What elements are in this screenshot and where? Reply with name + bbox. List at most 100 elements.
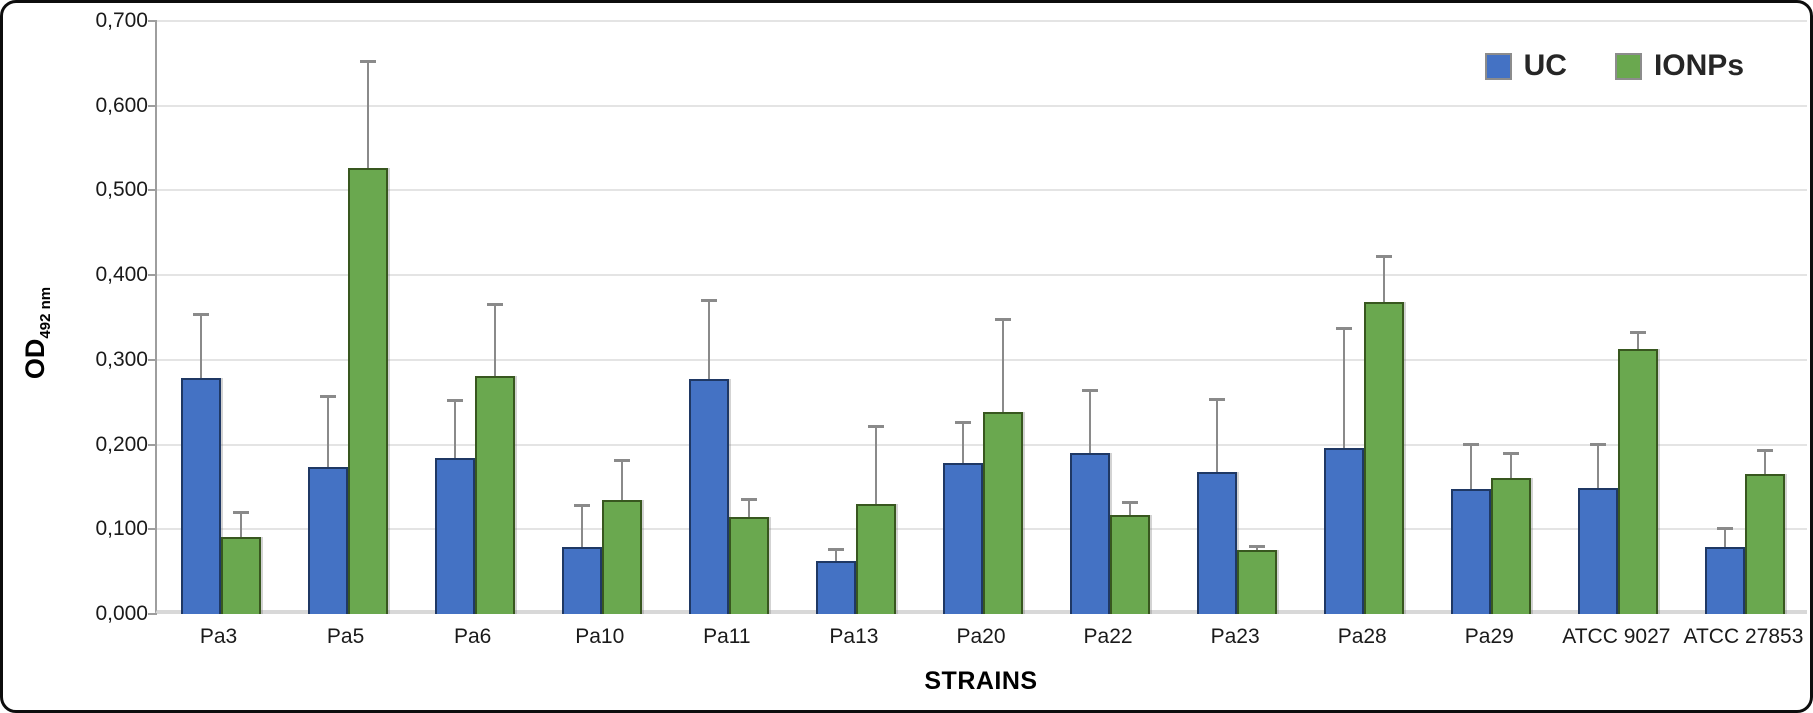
error-bar-uc-pa6 [453, 401, 456, 459]
bar-uc-pa20 [943, 463, 983, 614]
error-bar-uc-pa10 [580, 506, 583, 548]
bar-ionps-pa3 [220, 536, 261, 614]
legend-label-uc: UC [1523, 49, 1567, 82]
x-tick-label-pa3: Pa3 [199, 625, 238, 648]
error-bar-cap [359, 59, 376, 63]
y-tick-mark [148, 274, 157, 277]
y-tick-mark [148, 189, 157, 192]
y-axis-title-sub: 492 nm [37, 286, 55, 339]
error-bar-ionps-pa20 [1002, 320, 1004, 412]
error-bar-ionps-atcc-9027 [1637, 332, 1640, 349]
y-tick-label: 0,200 [95, 432, 148, 456]
legend-item-ionps: IONPs [1614, 49, 1744, 83]
error-bar-ionps-pa10 [620, 460, 623, 500]
error-bar-ionps-pa11 [747, 499, 750, 518]
error-bar-ionps-pa22 [1129, 503, 1132, 515]
error-bar-cap [1463, 442, 1480, 446]
x-tick-label-pa28: Pa28 [1337, 625, 1387, 648]
error-bar-cap [827, 547, 844, 551]
bar-uc-pa10 [561, 547, 602, 614]
error-bar-ionps-pa13 [874, 426, 877, 504]
legend: UC IONPs [1484, 49, 1744, 83]
error-bar-cap [1082, 389, 1099, 393]
error-bar-uc-pa13 [834, 549, 837, 562]
gridline [157, 443, 1807, 446]
error-bar-ionps-pa29 [1510, 453, 1513, 479]
error-bar-ionps-pa28 [1383, 256, 1386, 303]
error-bar-cap [867, 424, 884, 428]
bar-uc-pa23 [1197, 471, 1238, 614]
gridline [157, 274, 1807, 277]
error-bar-cap [955, 421, 971, 425]
x-tick-label-pa11: Pa11 [703, 625, 751, 648]
y-tick-label: 0,600 [95, 93, 148, 117]
gridline [157, 104, 1807, 107]
y-tick-label: 0,500 [95, 178, 148, 202]
bar-ionps-atcc-9027 [1618, 348, 1659, 614]
y-tick-label: 0,700 [95, 9, 148, 32]
error-bar-ionps-pa5 [366, 61, 369, 169]
gridline [157, 20, 1807, 22]
gridline [157, 189, 1807, 192]
bar-uc-pa3 [180, 378, 221, 614]
error-bar-cap [1590, 442, 1607, 446]
error-bar-cap [740, 497, 757, 501]
bar-uc-atcc-27853 [1705, 547, 1746, 614]
bar-ionps-pa6 [474, 375, 515, 614]
bar-ionps-pa29 [1491, 478, 1532, 614]
x-axis-title: STRAINS [924, 667, 1038, 695]
error-bar-ionps-pa3 [239, 513, 242, 537]
error-bar-cap [1717, 527, 1734, 531]
y-tick-mark [148, 104, 157, 107]
error-bar-cap [1376, 254, 1393, 258]
y-tick-label: 0,100 [95, 517, 148, 541]
error-bar-uc-pa20 [962, 423, 964, 464]
y-axis-ticks: 0,000 0,100 0,200 0,300 0,400 0,500 0,600 0,700 [53, 10, 148, 625]
error-bar-uc-atcc-27853 [1724, 529, 1727, 548]
error-bar-cap [446, 399, 463, 403]
x-tick-label-pa22: Pa22 [1083, 625, 1133, 648]
x-tick-label-pa5: Pa5 [326, 625, 365, 648]
y-tick-mark [148, 443, 157, 446]
bar-ionps-pa20 [983, 411, 1023, 614]
bar-uc-pa13 [815, 561, 856, 614]
error-bar-cap [995, 318, 1011, 322]
error-bar-cap [1209, 397, 1226, 401]
x-tick-label-atcc-27853: ATCC 27853 [1683, 625, 1804, 648]
x-tick-label-pa29: Pa29 [1464, 625, 1514, 648]
error-bar-uc-pa29 [1470, 444, 1473, 490]
x-axis-labels: Pa3 Pa5 Pa6 Pa10 Pa11 Pa13 Pa20 Pa22 Pa23 Pa28 Pa2… [155, 625, 1807, 655]
bar-ionps-atcc-27853 [1745, 474, 1786, 614]
bar-ionps-pa13 [855, 503, 896, 614]
x-tick-label-pa10: Pa10 [575, 625, 625, 648]
error-bar-cap [700, 299, 717, 303]
bar-uc-pa11 [688, 379, 729, 614]
error-bar-uc-pa23 [1216, 399, 1219, 472]
error-bar-cap [319, 395, 336, 399]
gridline [157, 358, 1807, 361]
bar-ionps-pa23 [1237, 550, 1278, 614]
x-tick-label-pa6: Pa6 [454, 625, 492, 648]
plot-area [148, 20, 1807, 615]
error-bar-ionps-pa6 [493, 304, 496, 376]
y-tick-label: 0,000 [95, 602, 148, 625]
y-axis-title-main: OD [19, 338, 50, 380]
error-bar-cap [573, 504, 590, 508]
y-tick-mark [148, 358, 157, 361]
x-tick-label-atcc-9027: ATCC 9027 [1562, 625, 1671, 648]
x-tick-label-pa20: Pa20 [956, 625, 1006, 648]
x-tick-label-pa13: Pa13 [829, 625, 879, 648]
error-bar-uc-atcc-9027 [1597, 444, 1600, 488]
error-bar-uc-pa11 [707, 301, 710, 380]
error-bar-ionps-pa23 [1256, 547, 1259, 551]
bar-uc-pa22 [1070, 453, 1111, 614]
y-tick-mark [148, 20, 157, 22]
error-bar-cap [232, 511, 249, 515]
legend-item-uc: UC [1484, 49, 1567, 83]
bar-ionps-pa11 [728, 517, 769, 614]
bar-uc-pa29 [1451, 489, 1492, 614]
bar-ionps-pa22 [1110, 514, 1151, 614]
ionps-swatch [1614, 52, 1642, 80]
y-axis-title: OD492 nm [20, 287, 54, 379]
error-bar-cap [486, 302, 503, 306]
